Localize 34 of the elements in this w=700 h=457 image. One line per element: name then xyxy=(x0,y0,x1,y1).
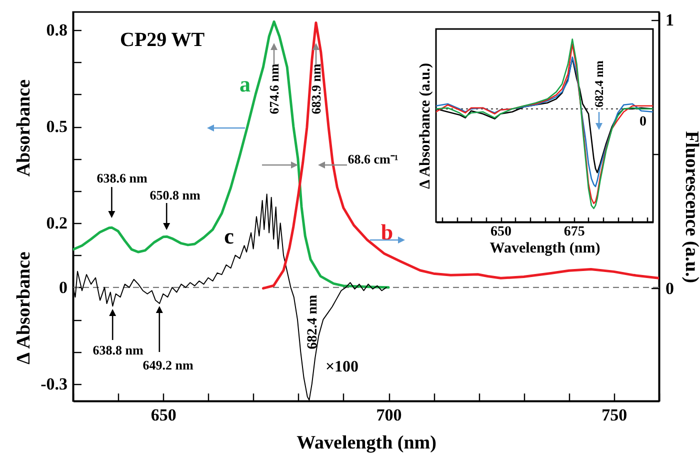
annotation: ×100 xyxy=(325,358,359,376)
y2-tick-label: 0 xyxy=(666,278,674,298)
x-tick-label: 650 xyxy=(490,224,512,240)
annotation: 0 xyxy=(640,114,646,130)
series-label: a xyxy=(240,72,250,96)
y2-tick-label: 1 xyxy=(666,10,674,30)
text: Δ Absorbance xyxy=(14,252,34,364)
x-tick-label: 675 xyxy=(564,224,585,240)
y-tick-label: -0.3 xyxy=(40,374,68,394)
annotation: 650.8 nm xyxy=(150,188,200,202)
annotation: 683.9 nm xyxy=(308,64,324,114)
y-tick-label: 0 xyxy=(59,278,68,297)
annotation: 649.2 nm xyxy=(142,358,194,372)
line-series xyxy=(262,21,659,290)
annotation: 638.8 nm xyxy=(92,342,144,358)
y2-axis-title: Fluorescence (a.u.) xyxy=(681,130,700,284)
y-axis-title: Δ Absorbance (a.u.) xyxy=(418,62,434,190)
x-tick-label: 750 xyxy=(602,406,628,424)
x-axis-title: Wavelength (nm) xyxy=(296,432,436,454)
y-axis-title: Absorbance xyxy=(14,79,34,177)
x-axis-title: Wavelength (nm) xyxy=(490,240,600,256)
annotation: 682.4 nm xyxy=(306,294,320,350)
y-tick-label: 0.8 xyxy=(46,20,68,40)
x-tick-label: 650 xyxy=(150,406,176,424)
y-tick-label: 0.5 xyxy=(46,117,68,136)
annotation: 638.6 nm xyxy=(96,170,148,186)
series-label: c xyxy=(224,224,234,248)
annotation: 682.4 nm xyxy=(592,60,606,108)
series-label: b xyxy=(380,220,394,244)
x-tick-label: 700 xyxy=(376,406,402,424)
annotation: 674.6 nm xyxy=(266,64,282,114)
text: CP29 WT xyxy=(120,29,206,51)
y-tick-label: 0.2 xyxy=(46,214,68,233)
annotation: 68.6 cm⁻¹ xyxy=(348,152,398,166)
